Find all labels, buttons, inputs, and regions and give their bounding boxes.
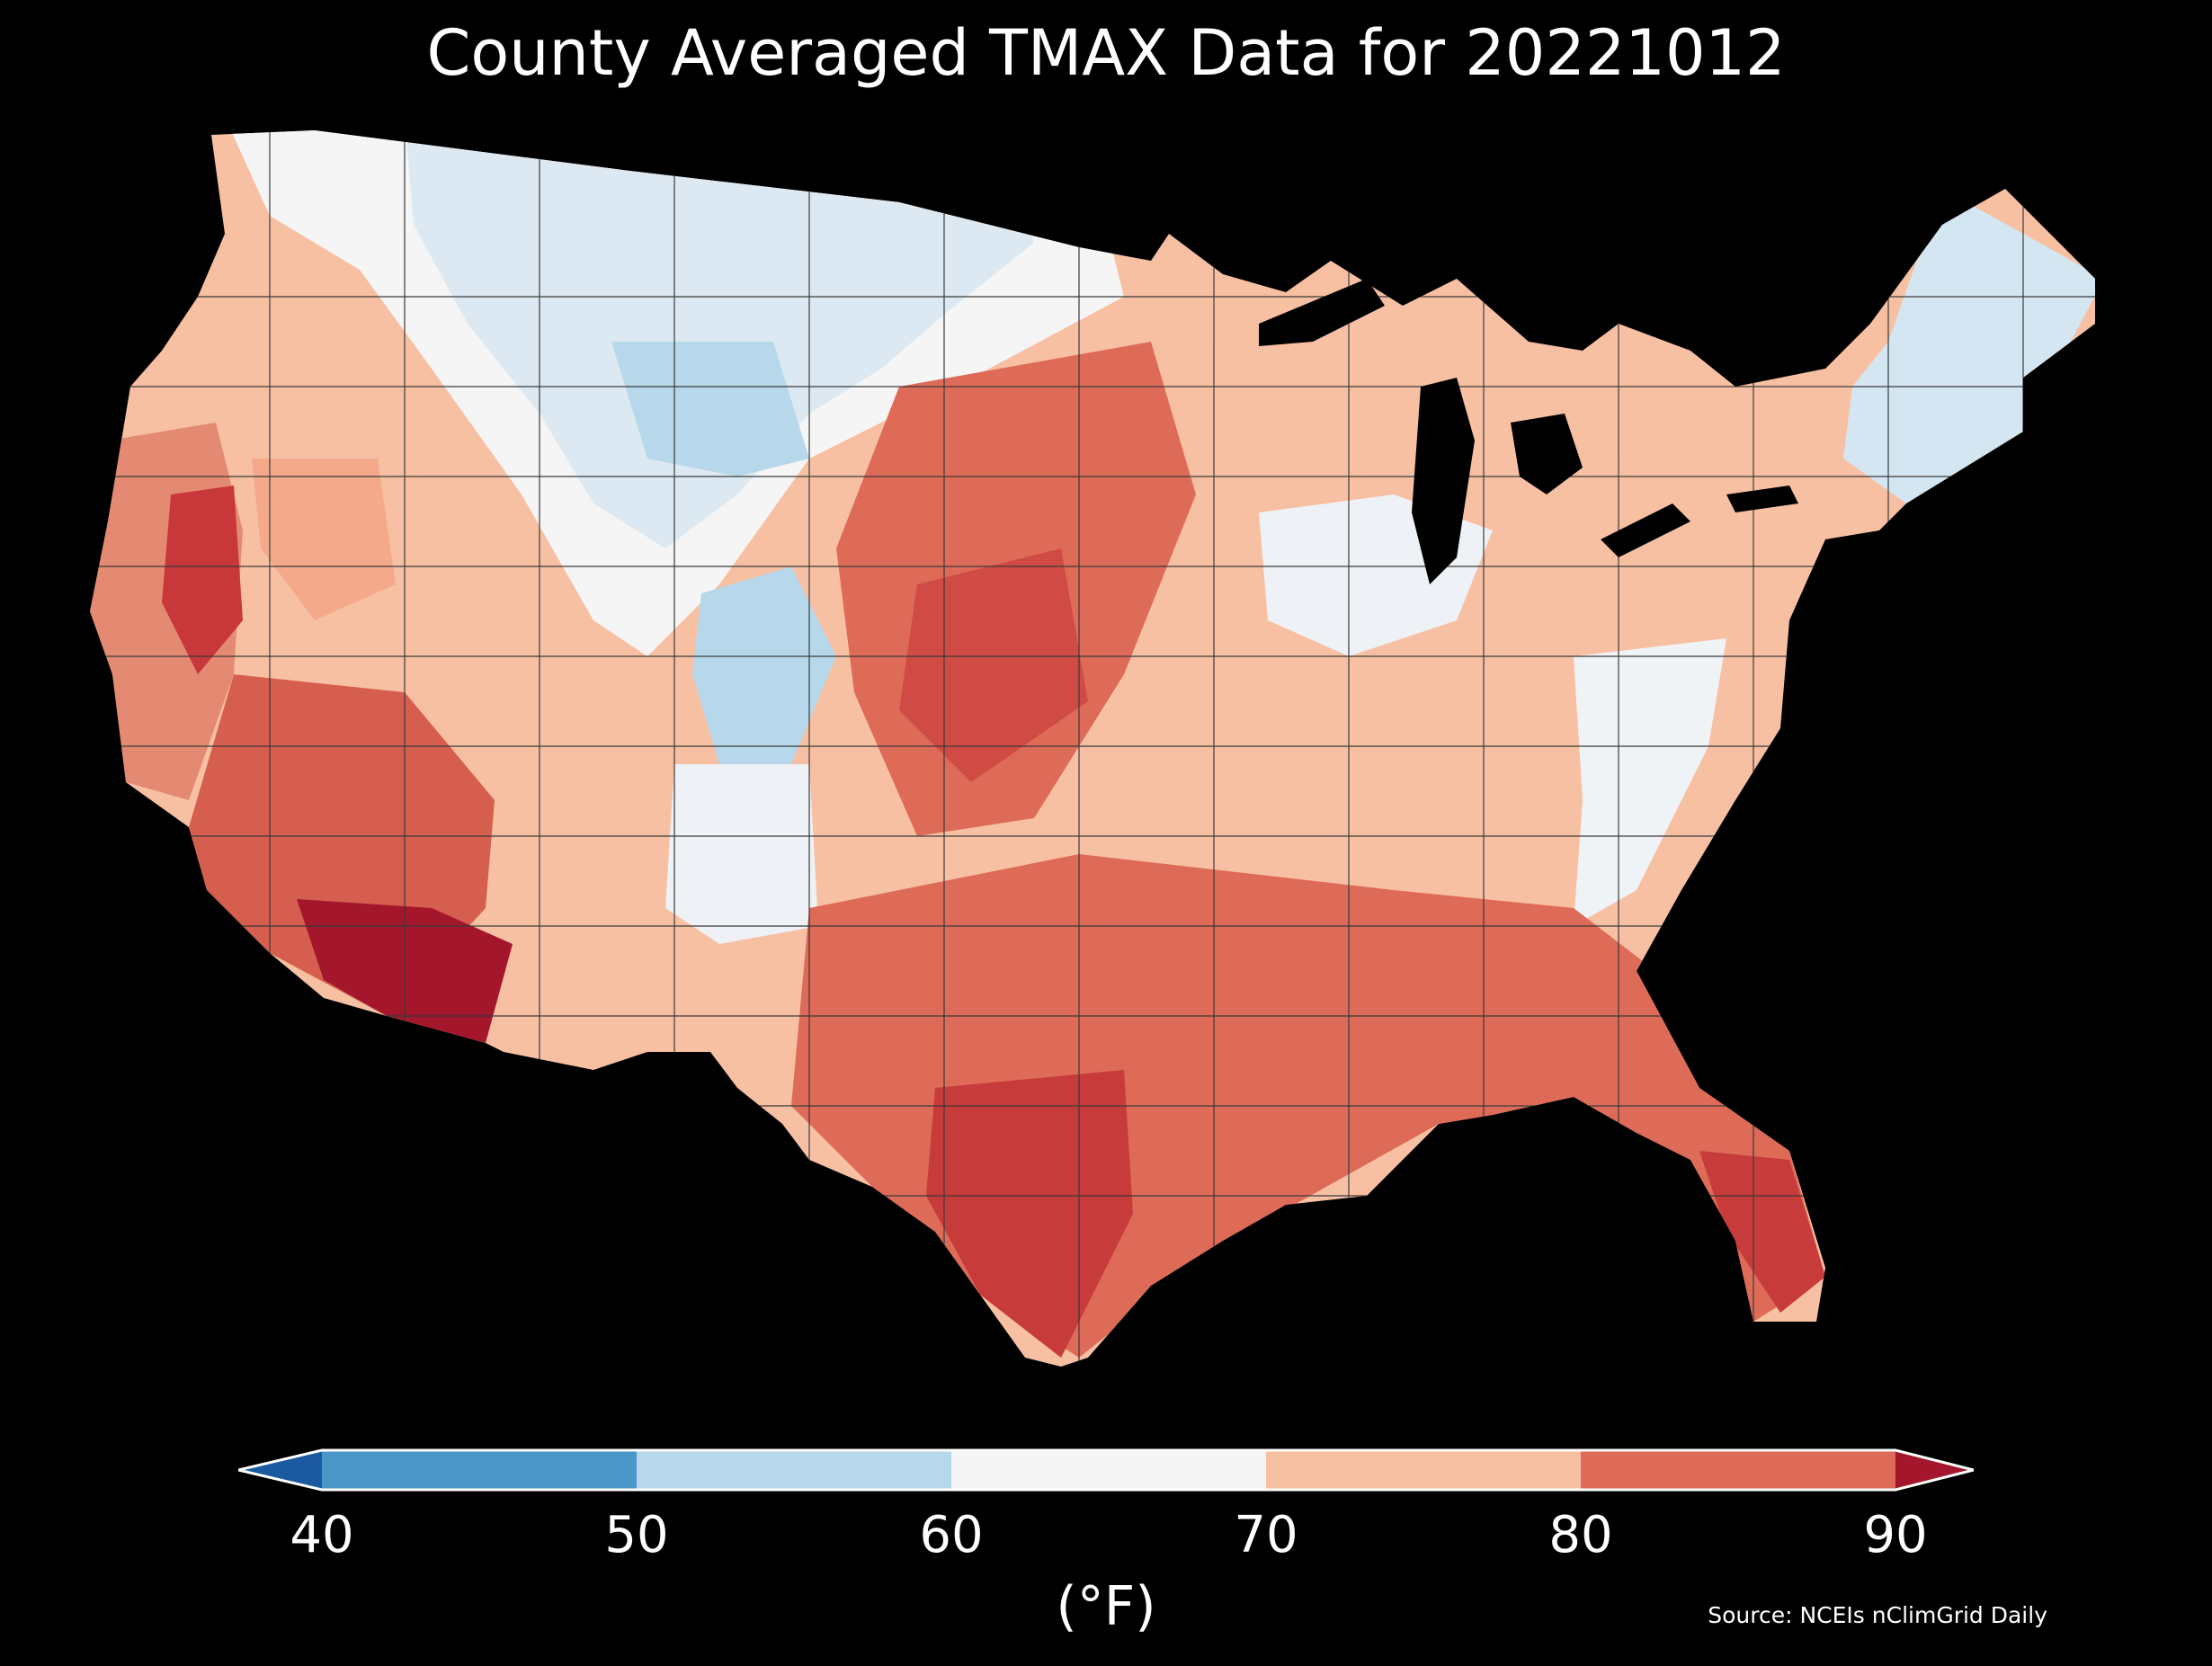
colorbar-max-extension (1895, 1450, 1974, 1490)
colorbar-unit-label: (°F) (1056, 1575, 1156, 1638)
colorbar (238, 1448, 1974, 1492)
region-central-valley-hot (162, 486, 243, 674)
region-south-florida-hot (1699, 1151, 1825, 1313)
map-title: County Averaged TMAX Data for 20221012 (426, 16, 1786, 90)
colorbar-segment-70-80 (1266, 1450, 1581, 1490)
region-new-mexico-mild (665, 764, 818, 944)
lake-michigan (1412, 378, 1475, 584)
colorbar-outline (238, 1448, 1974, 1492)
region-new-england-cool (1843, 189, 2095, 503)
great-lakes (1259, 279, 1798, 584)
colorbar-tick-label: 50 (604, 1506, 669, 1564)
region-south-texas-hot (926, 1070, 1133, 1358)
source-credit: Source: NCEIs nClimGrid Daily (1708, 1602, 2047, 1628)
colorbar-segment-50-60 (637, 1450, 951, 1490)
colorbar-segment-40-50 (322, 1450, 637, 1490)
region-kansas-hot (899, 548, 1088, 782)
region-montana-cool (405, 130, 1034, 548)
colorbar-tick-label: 40 (290, 1506, 354, 1564)
region-appalachians-mild (1574, 638, 1726, 926)
lake-erie (1601, 503, 1690, 557)
region-nevada-warm (252, 459, 396, 620)
region-colorado-cold (692, 566, 836, 764)
us-county-tmax-map (90, 130, 2095, 1367)
colorbar-tick-label: 80 (1548, 1506, 1613, 1564)
colorbar-segment-60-70 (951, 1450, 1266, 1490)
colorbar-tick-label: 90 (1863, 1506, 1928, 1564)
colorbar-tick-label: 70 (1234, 1506, 1298, 1564)
colorbar-tick-label: 60 (919, 1506, 984, 1564)
lake-huron (1511, 414, 1583, 494)
lake-superior (1259, 279, 1385, 346)
county-boundaries (90, 130, 2095, 1367)
lake-ontario (1726, 486, 1798, 512)
colorbar-min-extension (238, 1450, 322, 1490)
colorbar-segment-80-90 (1581, 1450, 1895, 1490)
region-wyoming-cold (611, 342, 809, 477)
